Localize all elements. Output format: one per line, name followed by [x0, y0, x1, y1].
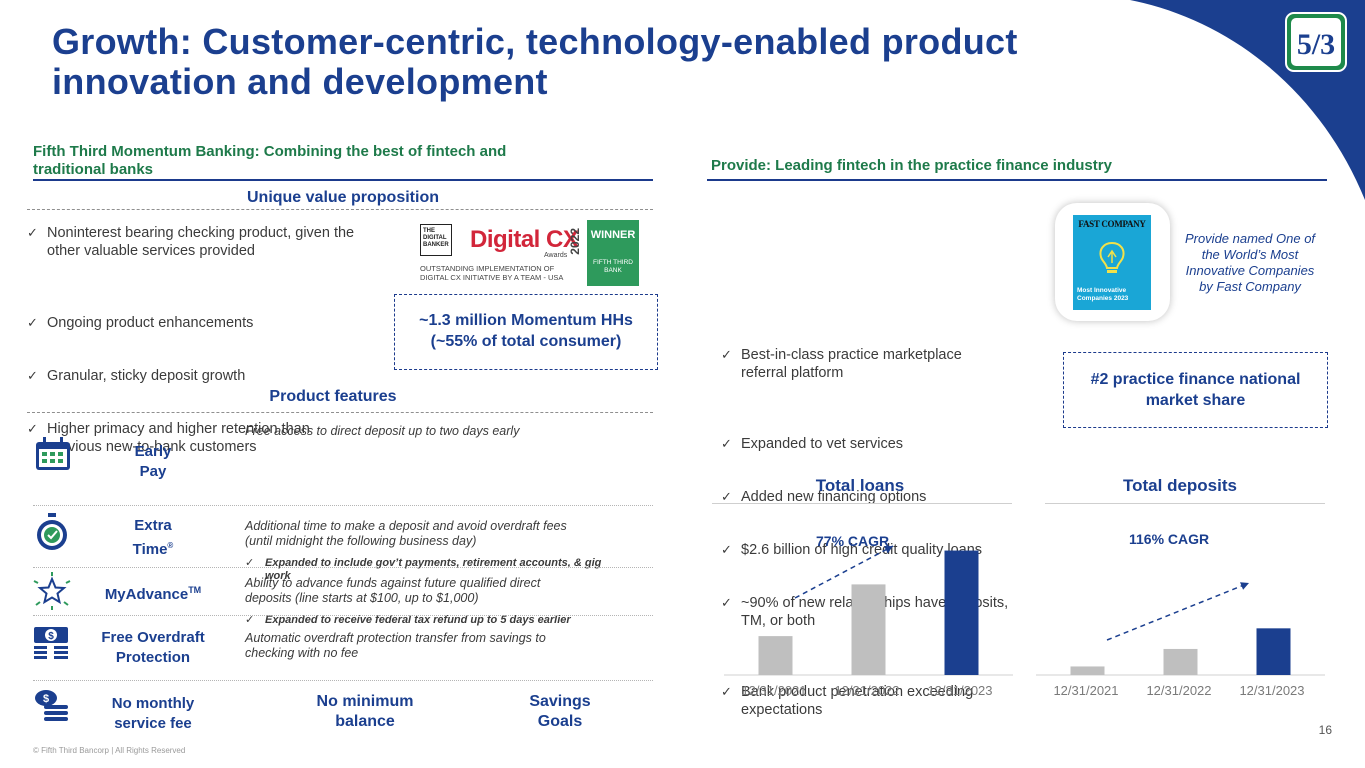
provide-bullet: $2.6 billion of high credit quality loan…	[721, 541, 1071, 559]
momentum-hh-callout: ~1.3 million Momentum HHs (~55% of total…	[394, 294, 658, 370]
feature-desc-free-overdraft: Automatic overdraft protection transfer …	[245, 631, 546, 660]
page-number: 16	[1318, 723, 1332, 737]
bar-12-31-2021	[758, 636, 793, 675]
chart-title-loans: Total loans	[815, 476, 905, 495]
deposits-cagr-label: 116% CAGR	[1129, 531, 1210, 547]
no-minimum-balance: No minimum balance	[316, 693, 414, 730]
feature-desc-myadvance: Ability to advance funds against future …	[245, 576, 541, 605]
feature-name-extra-time: Extra Time®	[132, 517, 174, 558]
cagr-arrow	[1106, 582, 1250, 641]
coins-icon: $	[35, 690, 68, 721]
bar-12-31-2023	[944, 550, 979, 675]
svg-text:$: $	[48, 631, 54, 642]
chart-title-underline	[1045, 503, 1325, 504]
fast-company-badge: FAST COMPANY Most Innovative Companies 20…	[1055, 203, 1170, 321]
cagr-arrowhead	[884, 546, 893, 554]
star-icon	[33, 572, 71, 610]
digital-cx-wordmark: Digital CX	[470, 226, 579, 253]
x-tick-label: 12/31/2021	[1053, 683, 1119, 698]
x-tick-label: 12/31/2022	[1146, 683, 1212, 698]
cagr-arrow	[794, 545, 894, 599]
winner-badge: WINNER FIFTH THIRD BANK	[587, 220, 639, 286]
chart-title-underline	[712, 503, 1012, 504]
left-heading-rule	[33, 179, 653, 181]
savings-goals: Savings Goals	[529, 693, 591, 730]
provide-bullet: Best-in-class practice marketplacereferr…	[721, 346, 1071, 382]
feature-desc-early-pay: Free access to direct deposit up to two …	[245, 424, 520, 438]
value-prop-item: Noninterest bearing checking product, gi…	[27, 224, 417, 260]
value-prop-title: Unique value proposition	[246, 189, 439, 206]
award-caption: OUTSTANDING IMPLEMENTATION OF DIGITAL CX …	[420, 264, 564, 282]
loans-cagr-label: 77% CAGR	[816, 533, 890, 549]
bar-12-31-2022	[1163, 648, 1198, 675]
awards-word: Awards	[544, 252, 568, 259]
feature-bullet: Expanded to include gov’t payments, reti…	[245, 557, 665, 583]
feature-desc-extra-time: Additional time to make a deposit and av…	[245, 519, 567, 548]
x-tick-label: 12/31/2023	[1239, 683, 1305, 698]
product-features-title: Product features	[269, 388, 397, 405]
divider	[27, 412, 653, 413]
divider	[33, 505, 653, 506]
value-prop-item: Higher primacy and higher retention than…	[27, 420, 417, 456]
svg-text:5/3: 5/3	[1297, 28, 1335, 61]
digital-banker-logo: THE DIGITAL BANKER	[420, 224, 452, 256]
x-tick-label: 12/31/2023	[927, 683, 993, 698]
cagr-arrowhead	[1240, 582, 1249, 590]
digital-cx-award: THE DIGITAL BANKER Digital CX Awards 2022 …	[418, 220, 643, 290]
divider	[33, 567, 653, 568]
provide-bullet: Added new financing options	[721, 488, 1071, 506]
provide-bullet: Expanded to vet services	[721, 435, 1071, 453]
provide-bullet: Bank product penetration exceedingexpect…	[721, 683, 1071, 719]
lightbulb-icon	[1099, 241, 1125, 273]
fast-company-tile: FAST COMPANY Most Innovative Companies 20…	[1073, 215, 1151, 310]
feature-bullet: Expanded to receive federal tax refund u…	[245, 614, 665, 627]
feature-name-early-pay: Early Pay	[134, 443, 172, 480]
cash-stack-icon: $	[34, 627, 68, 659]
provide-heading: Provide: Leading fintech in the practice…	[711, 157, 1112, 174]
deposits-chart	[1036, 582, 1325, 676]
divider	[33, 615, 653, 616]
bar-12-31-2021	[1070, 666, 1105, 675]
fifth-third-logo: 5/3	[1285, 12, 1347, 72]
chart-title-deposits: Total deposits	[1123, 476, 1237, 495]
market-share-callout: #2 practice finance national market shar…	[1063, 352, 1328, 428]
bar-12-31-2022	[851, 584, 886, 675]
page-title: Growth: Customer-centric, technology-ena…	[52, 21, 1018, 102]
svg-text:$: $	[43, 693, 49, 705]
divider	[33, 680, 653, 681]
calendar-icon	[36, 437, 70, 470]
bar-12-31-2023	[1256, 628, 1291, 675]
feature-name-free-overdraft: Free Overdraft Protection	[101, 629, 205, 666]
value-prop-item: Ongoing product enhancements	[27, 314, 417, 332]
no-monthly-fee: No monthly service fee	[111, 695, 195, 732]
x-tick-label: 12/31/2021	[741, 683, 807, 698]
copyright: © Fifth Third Bancorp | All Rights Reser…	[33, 746, 186, 755]
fast-company-note: Provide named One of the World’s Most Inno…	[1184, 231, 1316, 294]
x-tick-label: 12/31/2022	[834, 683, 900, 698]
value-prop-item: Granular, sticky deposit growth	[27, 367, 417, 385]
feature-name-myadvance: MyAdvanceTM	[104, 585, 202, 603]
right-heading-rule	[707, 179, 1327, 181]
momentum-heading: Fifth Third Momentum Banking: Combining …	[33, 143, 507, 178]
divider	[27, 209, 653, 210]
loans-chart	[724, 545, 1013, 676]
stopwatch-icon	[37, 513, 67, 550]
